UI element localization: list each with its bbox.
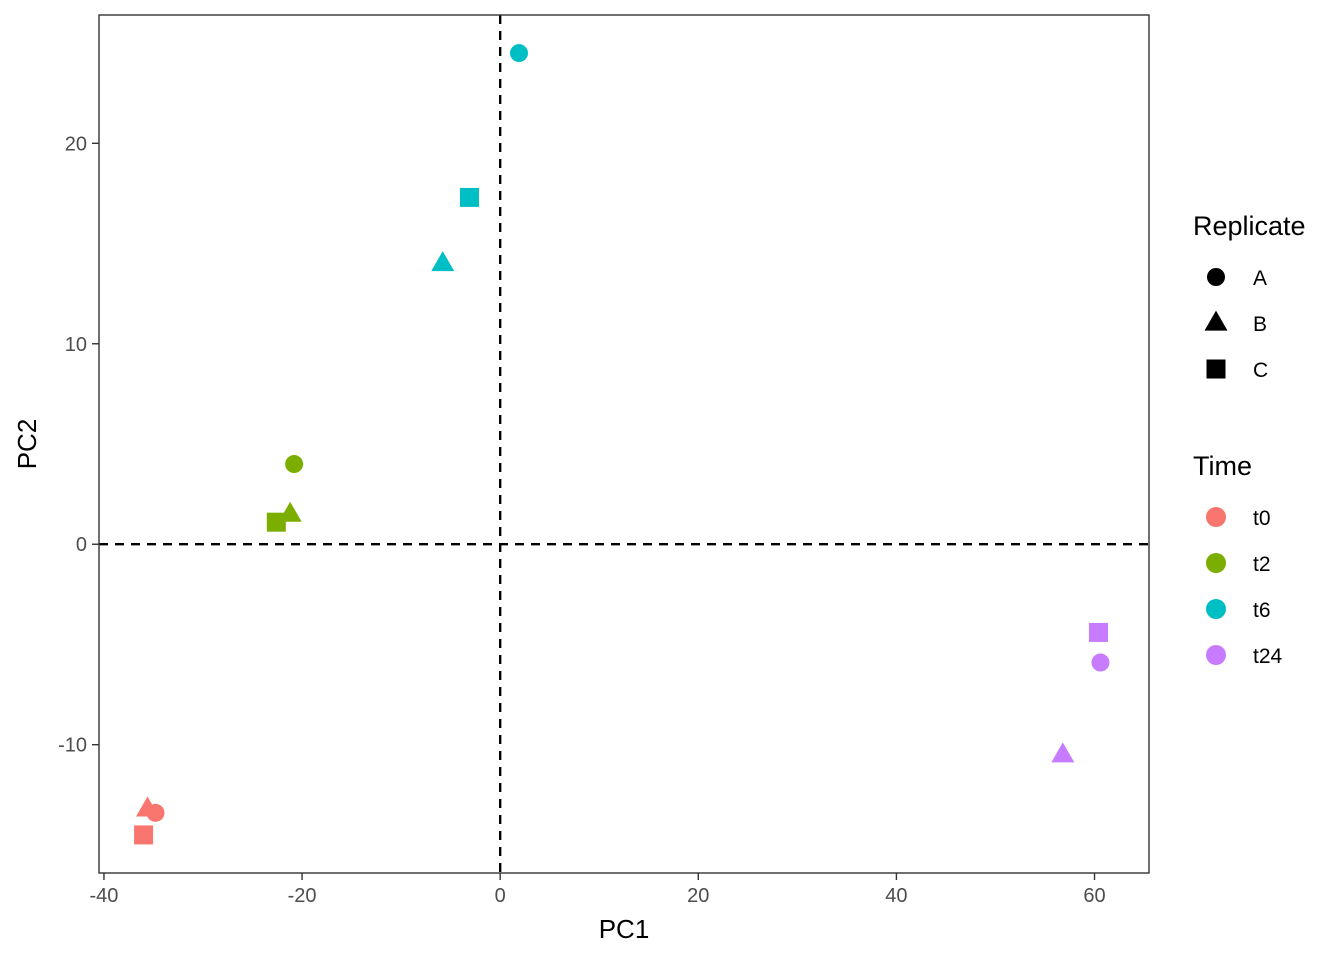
legend-key-t2 (1206, 553, 1226, 573)
x-tick-label: -20 (288, 885, 317, 907)
x-tick-label: 20 (687, 885, 709, 907)
point-t2-c (266, 512, 286, 532)
legend-replicate: Replicate ABC (1193, 211, 1306, 382)
legend-label-t0: t0 (1253, 507, 1271, 530)
legend-key-b (1204, 310, 1228, 331)
point-t2-a (285, 455, 304, 474)
legend-time-title: Time (1193, 451, 1252, 481)
panel-border (98, 14, 1150, 874)
legend-label-c: C (1253, 359, 1268, 382)
point-t24-a (1091, 653, 1110, 672)
legend-key-t24 (1206, 645, 1226, 665)
legend-label-a: A (1253, 267, 1267, 290)
y-tick-label: 20 (65, 133, 87, 155)
legend-key-a (1207, 268, 1225, 286)
x-axis-title: PC1 (599, 914, 650, 944)
point-t0-b (136, 796, 160, 817)
legend-replicate-title: Replicate (1193, 211, 1306, 241)
legend-label-t6: t6 (1253, 599, 1271, 622)
x-tick-label: 60 (1083, 885, 1105, 907)
data-points (134, 44, 1110, 845)
x-axis: -40 -20 0 20 40 60 (89, 873, 1106, 907)
legend-label-t2: t2 (1253, 553, 1271, 576)
y-tick-label: -10 (58, 735, 87, 757)
legend-key-t0 (1206, 507, 1226, 527)
legend-key-c (1206, 359, 1226, 379)
y-axis-title: PC2 (12, 419, 42, 470)
point-t6-c (459, 187, 479, 207)
point-t24-b (1051, 742, 1075, 763)
x-tick-label: -40 (89, 885, 118, 907)
legend-label-b: B (1253, 313, 1267, 336)
legend-key-t6 (1206, 599, 1226, 619)
y-tick-label: 10 (65, 334, 87, 356)
point-t0-c (134, 825, 154, 845)
y-axis: -10 0 10 20 (58, 133, 99, 757)
point-t6-a (510, 44, 528, 63)
legend-time: Time t0 t2 t6 t24 (1193, 451, 1283, 668)
point-t6-b (431, 251, 455, 272)
x-tick-label: 0 (495, 885, 506, 907)
y-tick-label: 0 (76, 534, 87, 556)
legend-label-t24: t24 (1253, 645, 1283, 668)
x-tick-label: 40 (885, 885, 907, 907)
panel-background (99, 15, 1149, 873)
point-t24-c (1088, 622, 1108, 642)
